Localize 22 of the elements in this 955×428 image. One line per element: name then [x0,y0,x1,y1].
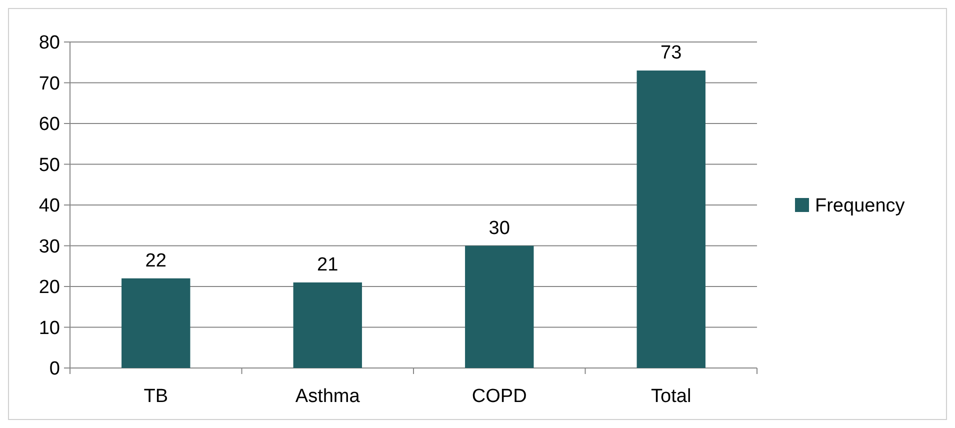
data-label: 21 [317,254,338,276]
y-tick-label: 80 [38,32,60,54]
x-tick-label: COPD [472,386,527,407]
data-label: 30 [488,218,510,239]
y-tick-label: 30 [38,236,60,258]
y-tick-label: 10 [38,318,60,339]
bar [465,246,534,368]
legend-label: Frequency [815,196,906,217]
y-tick-label: 40 [38,196,60,217]
x-tick-label: Total [651,386,692,407]
y-tick-label: 60 [38,114,60,136]
y-tick-label: 0 [49,358,60,380]
y-tick-label: 50 [38,154,60,176]
y-tick-label: 70 [38,73,60,94]
bar [636,70,706,368]
x-tick-label: TB [144,386,168,407]
y-tick-label: 20 [38,277,60,298]
data-label: 22 [145,250,166,272]
bar [293,282,362,368]
x-tick-label: Asthma [295,386,360,407]
data-label: 73 [660,42,682,64]
bar [122,278,190,368]
